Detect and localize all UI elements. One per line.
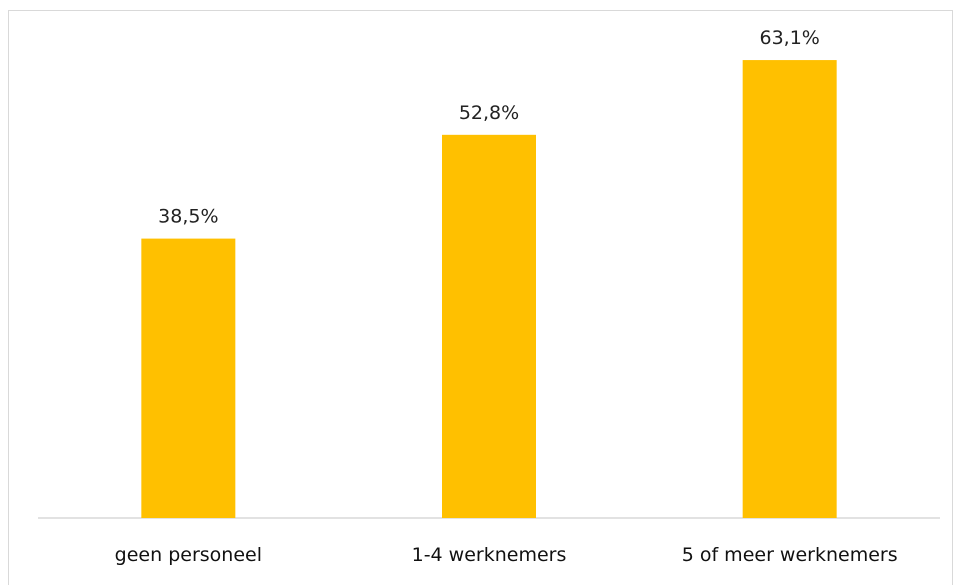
bar-1 [141,238,236,518]
data-label-1: 38,5% [158,206,218,228]
value-labels-group: 38,5% 52,8% 63,1% [158,27,820,228]
category-label-1: geen personeel [115,544,262,566]
data-label-3: 63,1% [759,27,819,49]
category-label-2: 1-4 werknemers [412,544,567,566]
bar-2 [442,134,536,518]
bar-3 [742,60,837,519]
category-label-3: 5 of meer werknemers [682,544,898,566]
bars-group [141,60,837,519]
data-label-2: 52,8% [459,102,519,124]
category-labels-group: geen personeel 1-4 werknemers 5 of meer we… [115,544,898,566]
